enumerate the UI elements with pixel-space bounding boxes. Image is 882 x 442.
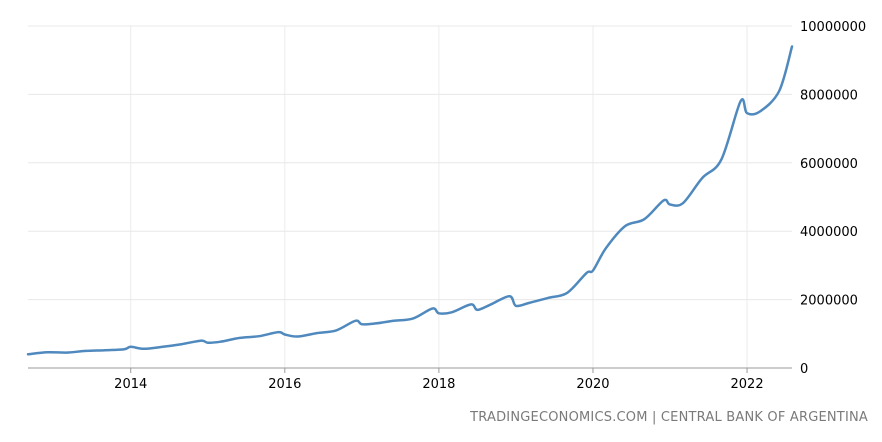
y-tick-label: 8000000 (800, 88, 858, 103)
x-axis-ticks: 2014 2016 2018 2020 2022 (114, 368, 764, 392)
vertical-gridlines (130, 26, 748, 368)
y-tick-label: 2000000 (800, 294, 858, 309)
x-tick-label: 2020 (576, 377, 609, 392)
x-tick-label: 2014 (114, 377, 147, 392)
x-tick-label: 2022 (731, 377, 764, 392)
horizontal-gridlines (28, 25, 792, 301)
x-tick-label: 2018 (422, 377, 455, 392)
y-tick-label: 4000000 (800, 225, 858, 240)
y-tick-label: 0 (800, 362, 808, 377)
y-axis-ticks: 0 2000000 4000000 6000000 8000000 10000000 (800, 20, 866, 377)
y-tick-label: 10000000 (800, 20, 866, 35)
x-tick-label: 2016 (268, 377, 301, 392)
y-tick-label: 6000000 (800, 157, 858, 172)
source-attribution: TRADINGECONOMICS.COM | CENTRAL BANK OF A… (470, 410, 868, 425)
series-group (26, 45, 794, 356)
series-line-0 (26, 45, 794, 356)
